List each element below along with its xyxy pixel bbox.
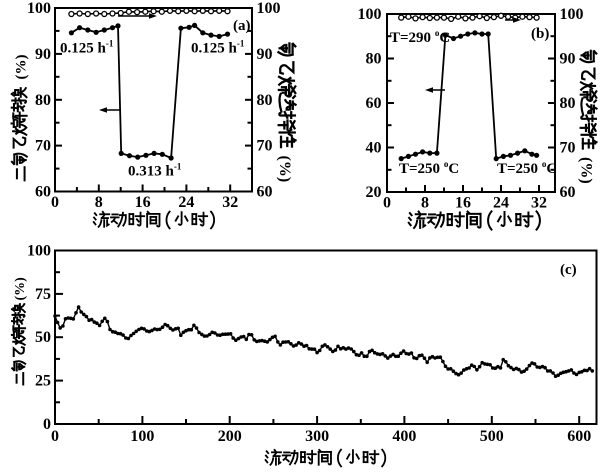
svg-text:0.125 h-1: 0.125 h-1 — [60, 39, 114, 57]
svg-text:0: 0 — [43, 416, 51, 433]
svg-text:(b): (b) — [531, 26, 549, 42]
svg-text:40: 40 — [366, 140, 382, 157]
svg-text:60: 60 — [366, 95, 382, 112]
svg-text:50: 50 — [35, 329, 51, 346]
svg-text:100: 100 — [257, 0, 281, 17]
svg-text:(a): (a) — [233, 18, 251, 34]
svg-text:0: 0 — [383, 195, 391, 212]
svg-text:600: 600 — [567, 428, 591, 445]
svg-text:32: 32 — [531, 195, 547, 212]
svg-text:T=250 oC: T=250 oC — [497, 159, 557, 177]
svg-text:90: 90 — [35, 46, 51, 63]
svg-text:75: 75 — [35, 286, 51, 303]
svg-text:500: 500 — [480, 428, 504, 445]
svg-text:100: 100 — [358, 6, 382, 23]
svg-text:300: 300 — [305, 428, 329, 445]
svg-text:16: 16 — [455, 195, 471, 212]
svg-text:80: 80 — [560, 95, 576, 112]
svg-text:70: 70 — [560, 140, 576, 157]
svg-text:T=250 oC: T=250 oC — [399, 159, 459, 177]
svg-text:8: 8 — [95, 194, 103, 211]
svg-text:24: 24 — [493, 195, 509, 212]
svg-text:(%): (%) — [13, 277, 28, 301]
svg-text:80: 80 — [366, 51, 382, 68]
svg-text:8: 8 — [421, 195, 429, 212]
svg-text:(%): (%) — [578, 157, 595, 184]
svg-text:25: 25 — [35, 373, 51, 390]
svg-text:0: 0 — [51, 194, 59, 211]
svg-text:100: 100 — [27, 243, 51, 260]
svg-text:32: 32 — [222, 194, 238, 211]
svg-text:T=290 oC: T=290 oC — [390, 28, 450, 46]
svg-text:(%): (%) — [276, 156, 293, 183]
svg-text:70: 70 — [35, 138, 51, 155]
svg-text:90: 90 — [560, 51, 576, 68]
svg-text:20: 20 — [366, 184, 382, 201]
svg-text:80: 80 — [35, 92, 51, 109]
svg-text:90: 90 — [257, 46, 273, 63]
svg-text:100: 100 — [130, 428, 154, 445]
svg-text:60: 60 — [560, 184, 576, 201]
svg-text:16: 16 — [135, 194, 151, 211]
svg-text:100: 100 — [560, 6, 584, 23]
svg-text:70: 70 — [257, 138, 273, 155]
svg-text:60: 60 — [35, 184, 51, 201]
svg-text:400: 400 — [392, 428, 416, 445]
svg-text:80: 80 — [257, 92, 273, 109]
svg-text:24: 24 — [178, 194, 194, 211]
svg-text:0: 0 — [51, 428, 59, 445]
svg-text:0.125 h-1: 0.125 h-1 — [191, 39, 245, 57]
svg-text:200: 200 — [218, 428, 242, 445]
svg-text:100: 100 — [27, 0, 51, 17]
svg-text:0.313 h-1: 0.313 h-1 — [128, 162, 182, 180]
svg-text:(c): (c) — [560, 262, 577, 278]
svg-text:(%): (%) — [14, 55, 30, 80]
svg-text:60: 60 — [257, 184, 273, 201]
